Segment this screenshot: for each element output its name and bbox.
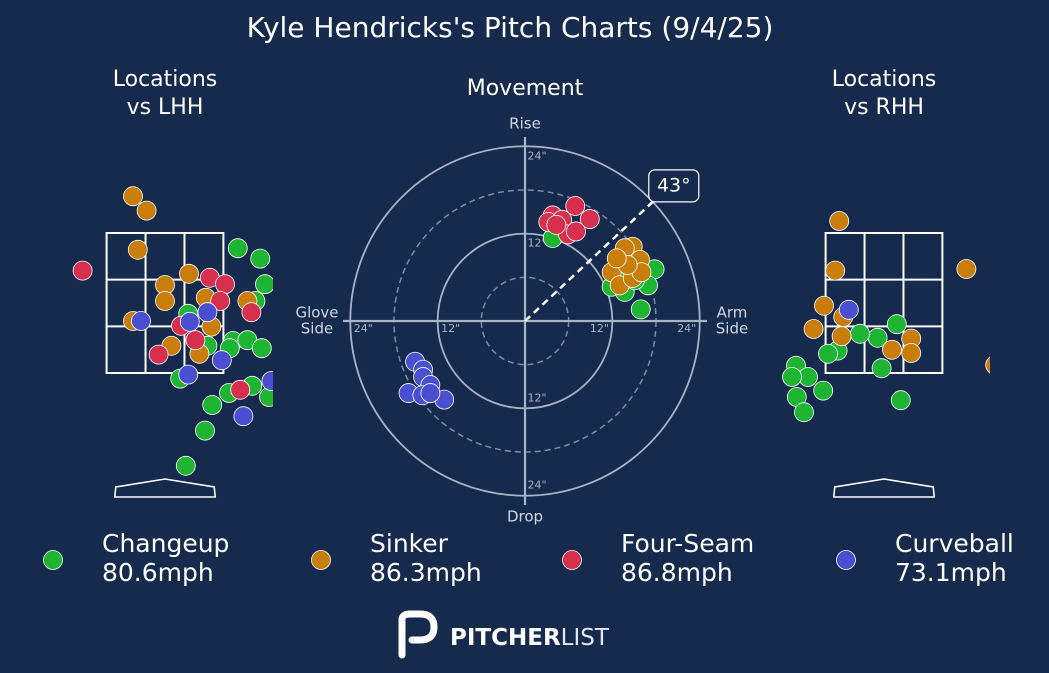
pitch-dot — [233, 406, 254, 427]
pitch-dot — [155, 291, 175, 311]
pitch-dot — [579, 209, 600, 229]
pitch-dot — [123, 186, 143, 207]
legend-speed: 86.3mph — [370, 558, 482, 587]
pitch-dot — [250, 248, 271, 269]
pitch-dot — [546, 215, 567, 235]
pitch-dot — [202, 395, 223, 415]
ring-label: 12" — [590, 322, 609, 335]
pitch-dot — [890, 390, 911, 411]
pitch-dot — [215, 274, 235, 295]
pitch-dot — [956, 259, 977, 279]
panel-title: Locations — [832, 67, 937, 92]
brand-logo: PITCHERLIST — [398, 610, 610, 659]
pitch-dot — [813, 380, 834, 401]
pitch-dot — [197, 302, 218, 323]
pitch-dot — [794, 402, 814, 423]
pitch-dot — [829, 211, 850, 231]
legend-marker — [836, 550, 856, 570]
ring-label: 12" — [527, 391, 546, 404]
axis-label: Glove — [295, 304, 338, 322]
pitch-dot — [210, 291, 231, 311]
pitch-dot — [838, 299, 859, 320]
pitch-dot — [136, 200, 157, 221]
panel-title: vs LHH — [127, 95, 204, 120]
panel-title: vs RHH — [844, 95, 924, 120]
pitch-dot — [251, 338, 272, 359]
ring-label: 24" — [527, 149, 546, 162]
brand-bold: PITCHER — [450, 625, 561, 651]
legend-speed: 73.1mph — [895, 558, 1007, 587]
pitch-dot — [814, 295, 834, 316]
pitch-dots — [72, 186, 273, 476]
pitch-dot — [782, 367, 802, 387]
pitch-dot — [803, 319, 824, 339]
pitch-dot — [179, 263, 199, 284]
pitch-dot — [630, 299, 651, 320]
panel-title: Locations — [113, 67, 218, 92]
legend-name: Curveball — [895, 529, 1014, 558]
pitch-dots — [782, 211, 990, 423]
ring-label: 24" — [354, 322, 373, 335]
pitch-dot — [131, 311, 151, 331]
ring-label: 24" — [677, 322, 696, 335]
pitch-dot — [886, 314, 907, 335]
arm-angle-box — [648, 169, 700, 203]
home-plate — [832, 478, 936, 498]
axis-label: Side — [716, 320, 748, 338]
pitch-dot — [882, 339, 902, 360]
pitch-dot — [185, 330, 206, 351]
pitch-dot — [227, 238, 248, 259]
pitch-dot — [195, 420, 215, 441]
brand-light: LIST — [561, 625, 610, 651]
pitch-dot — [565, 196, 586, 216]
axis-label: Drop — [507, 508, 543, 526]
ring-label: 12" — [441, 322, 460, 335]
pitch-dot — [566, 221, 586, 242]
legend-marker — [43, 550, 63, 570]
legend-name: Changeup — [102, 529, 229, 558]
movement-panel: 12" 12"12"12"24" 24"24"24"RiseDropGloveSid… — [295, 115, 748, 526]
legend-marker — [311, 550, 331, 570]
pitch-dot — [831, 326, 852, 347]
ring-label: 12" — [527, 237, 546, 250]
panel-title: Movement — [467, 76, 584, 101]
home-plate — [113, 478, 217, 498]
pitch-dot — [211, 350, 232, 371]
axis-label: Side — [301, 320, 333, 338]
brand-text: PITCHERLIST — [450, 625, 610, 651]
ring-label: 24" — [527, 479, 546, 492]
pitch-dot — [818, 343, 838, 364]
pitch-dot — [175, 455, 196, 476]
page-title: Kyle Hendricks's Pitch Charts (9/4/25) — [247, 11, 774, 44]
pitch-dot — [72, 260, 93, 281]
axis-label: Arm — [717, 304, 748, 322]
legend-speed: 80.6mph — [102, 558, 214, 587]
arm-angle-label: 43° — [657, 174, 691, 196]
logo-icon — [398, 610, 438, 659]
legend-marker — [562, 550, 582, 570]
pitch-dot — [985, 356, 990, 374]
pitch-dot — [230, 379, 251, 400]
pitch-dot — [901, 343, 922, 363]
legend-name: Four-Seam — [621, 529, 754, 558]
legend-speed: 86.8mph — [621, 558, 733, 587]
pitch-dot — [255, 274, 273, 295]
pitch-dot — [241, 302, 262, 323]
pitch-dot — [127, 239, 148, 260]
axis-label: Rise — [509, 115, 541, 133]
pitch-dot — [606, 248, 627, 269]
pitch-dot — [420, 383, 441, 403]
pitch-dot — [850, 323, 870, 344]
legend-name: Sinker — [370, 529, 449, 558]
pitch-dot — [261, 371, 273, 391]
pitch-dot — [178, 364, 199, 385]
pitch-dot — [179, 311, 200, 332]
pitch-dot — [825, 260, 846, 281]
arm-angle-line — [524, 200, 654, 322]
pitch-dot — [871, 358, 892, 379]
pitch-dot — [148, 344, 169, 365]
